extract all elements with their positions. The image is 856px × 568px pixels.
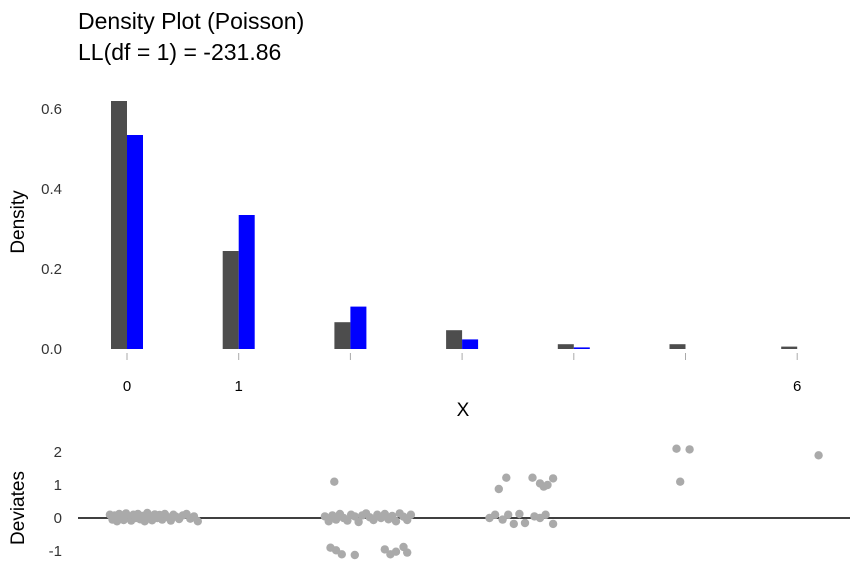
fitted-bar-0	[127, 135, 143, 349]
fitted-bar-4	[573, 347, 590, 349]
deviate-point	[330, 477, 339, 486]
deviate-point	[391, 517, 401, 526]
y-tick-label: 0.0	[41, 341, 62, 358]
fitted-bar-1	[238, 215, 255, 349]
observed-bar-3	[446, 330, 463, 349]
y-tick-label: 0.4	[41, 181, 62, 198]
deviate-point	[354, 517, 363, 527]
deviate-point	[814, 451, 823, 460]
deviate-point	[490, 510, 500, 519]
observed-bar-5	[669, 344, 686, 349]
observed-bar-0	[111, 101, 127, 349]
deviates-y-tick-label: -1	[49, 543, 62, 560]
y-tick-label: 0.2	[41, 261, 62, 278]
deviate-point	[528, 473, 537, 482]
deviate-point	[504, 510, 513, 519]
deviates-panel: 2 1 0 -1	[49, 444, 850, 560]
chart-subtitle: LL(df = 1) = -231.86	[78, 39, 281, 65]
deviate-point	[520, 518, 530, 528]
deviates-y-tick-label: 1	[54, 477, 62, 494]
deviates-y-tick-label: 2	[54, 444, 62, 461]
x-axis-title: X	[457, 400, 470, 421]
deviate-point	[685, 445, 694, 454]
x-tick-label: 0	[123, 378, 131, 395]
deviate-point	[380, 545, 389, 554]
x-tick-label: 6	[793, 378, 801, 395]
density-panel: 0.0 0.2 0.4 0.6 0 1 6	[41, 101, 801, 395]
observed-bar-6	[781, 346, 798, 349]
observed-bar-2	[334, 322, 351, 349]
deviate-point	[406, 510, 416, 519]
chart-title: Density Plot (Poisson)	[78, 8, 304, 34]
y-axis-title: Density	[8, 190, 29, 254]
deviate-point	[543, 480, 552, 490]
deviate-point	[350, 550, 359, 560]
deviate-point	[498, 515, 507, 524]
deviate-point	[672, 444, 681, 453]
deviate-point	[548, 519, 558, 529]
deviates-y-tick-label: 0	[54, 510, 62, 527]
x-tick-label: 1	[235, 378, 243, 395]
y-tick-label: 0.6	[41, 101, 62, 118]
deviate-point	[676, 477, 685, 486]
fitted-bar-3	[462, 339, 479, 349]
deviate-point	[494, 484, 503, 494]
deviate-point	[515, 509, 524, 519]
deviate-point	[337, 550, 346, 559]
deviate-point	[193, 517, 202, 526]
deviate-point	[548, 474, 558, 483]
deviates-y-axis-title: Deviates	[8, 471, 29, 545]
observed-bar-1	[222, 251, 239, 349]
deviate-point	[541, 510, 550, 519]
fitted-bar-2	[350, 306, 367, 349]
deviate-point	[509, 519, 518, 529]
deviate-point	[391, 547, 401, 556]
observed-bar-4	[557, 344, 574, 349]
deviate-point	[403, 548, 412, 557]
deviate-point	[502, 473, 511, 482]
